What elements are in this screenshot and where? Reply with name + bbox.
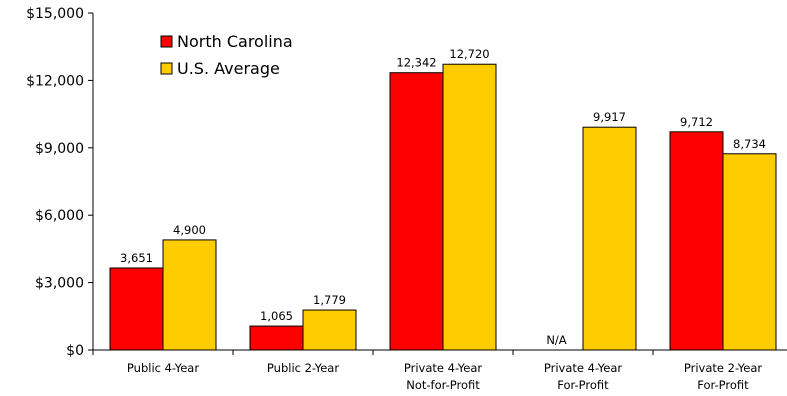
bar [669, 131, 724, 351]
bar-value-label: 12,720 [449, 47, 489, 61]
bar-value-label: 1,065 [260, 309, 293, 323]
bar-value-label: N/A [546, 333, 566, 347]
bar-value-label: 8,734 [733, 137, 766, 151]
bars [109, 63, 777, 351]
bar [389, 72, 444, 351]
y-tick-label: $12,000 [26, 73, 84, 89]
bar-value-label: 9,917 [593, 110, 626, 124]
bar-value-label: 3,651 [120, 251, 153, 265]
x-category-label: For-Profit [557, 378, 609, 392]
legend-swatch [160, 35, 173, 48]
legend-swatch [160, 62, 173, 75]
x-category-label: Private 4-Year [544, 361, 622, 375]
x-category-label: For-Profit [697, 378, 749, 392]
bar [162, 239, 217, 351]
bar [109, 267, 164, 351]
y-tick-label: $3,000 [35, 276, 84, 292]
bar [249, 325, 304, 351]
bar [722, 153, 777, 351]
legend-label: U.S. Average [177, 59, 280, 78]
y-tick-label: $9,000 [35, 141, 84, 157]
legend: North Carolina U.S. Average [160, 32, 293, 78]
y-tick-label: $0 [66, 343, 84, 359]
axes: $0 $3,000 $6,000 $9,000 $12,000 $15,000 Public… [26, 6, 787, 392]
legend-label: North Carolina [177, 32, 293, 51]
x-category-label: Public 2-Year [267, 361, 339, 375]
x-category-label: Private 4-Year [404, 361, 482, 375]
bar-value-label: 12,342 [396, 56, 436, 70]
x-category-label: Private 2-Year [684, 361, 762, 375]
y-tick-label: $15,000 [26, 6, 84, 22]
x-category-label: Not-for-Profit [406, 378, 480, 392]
bar-value-label: 4,900 [173, 223, 206, 237]
bar [302, 309, 357, 351]
y-tick-label: $6,000 [35, 208, 84, 224]
data-labels: 3,651 1,065 12,342 N/A 9,712 4,900 1,779 12,720… [120, 47, 766, 347]
bar [442, 63, 497, 351]
bar-value-label: 9,712 [680, 115, 713, 129]
bar [582, 126, 637, 351]
x-category-label: Public 4-Year [127, 361, 199, 375]
bar-value-label: 1,779 [313, 293, 346, 307]
